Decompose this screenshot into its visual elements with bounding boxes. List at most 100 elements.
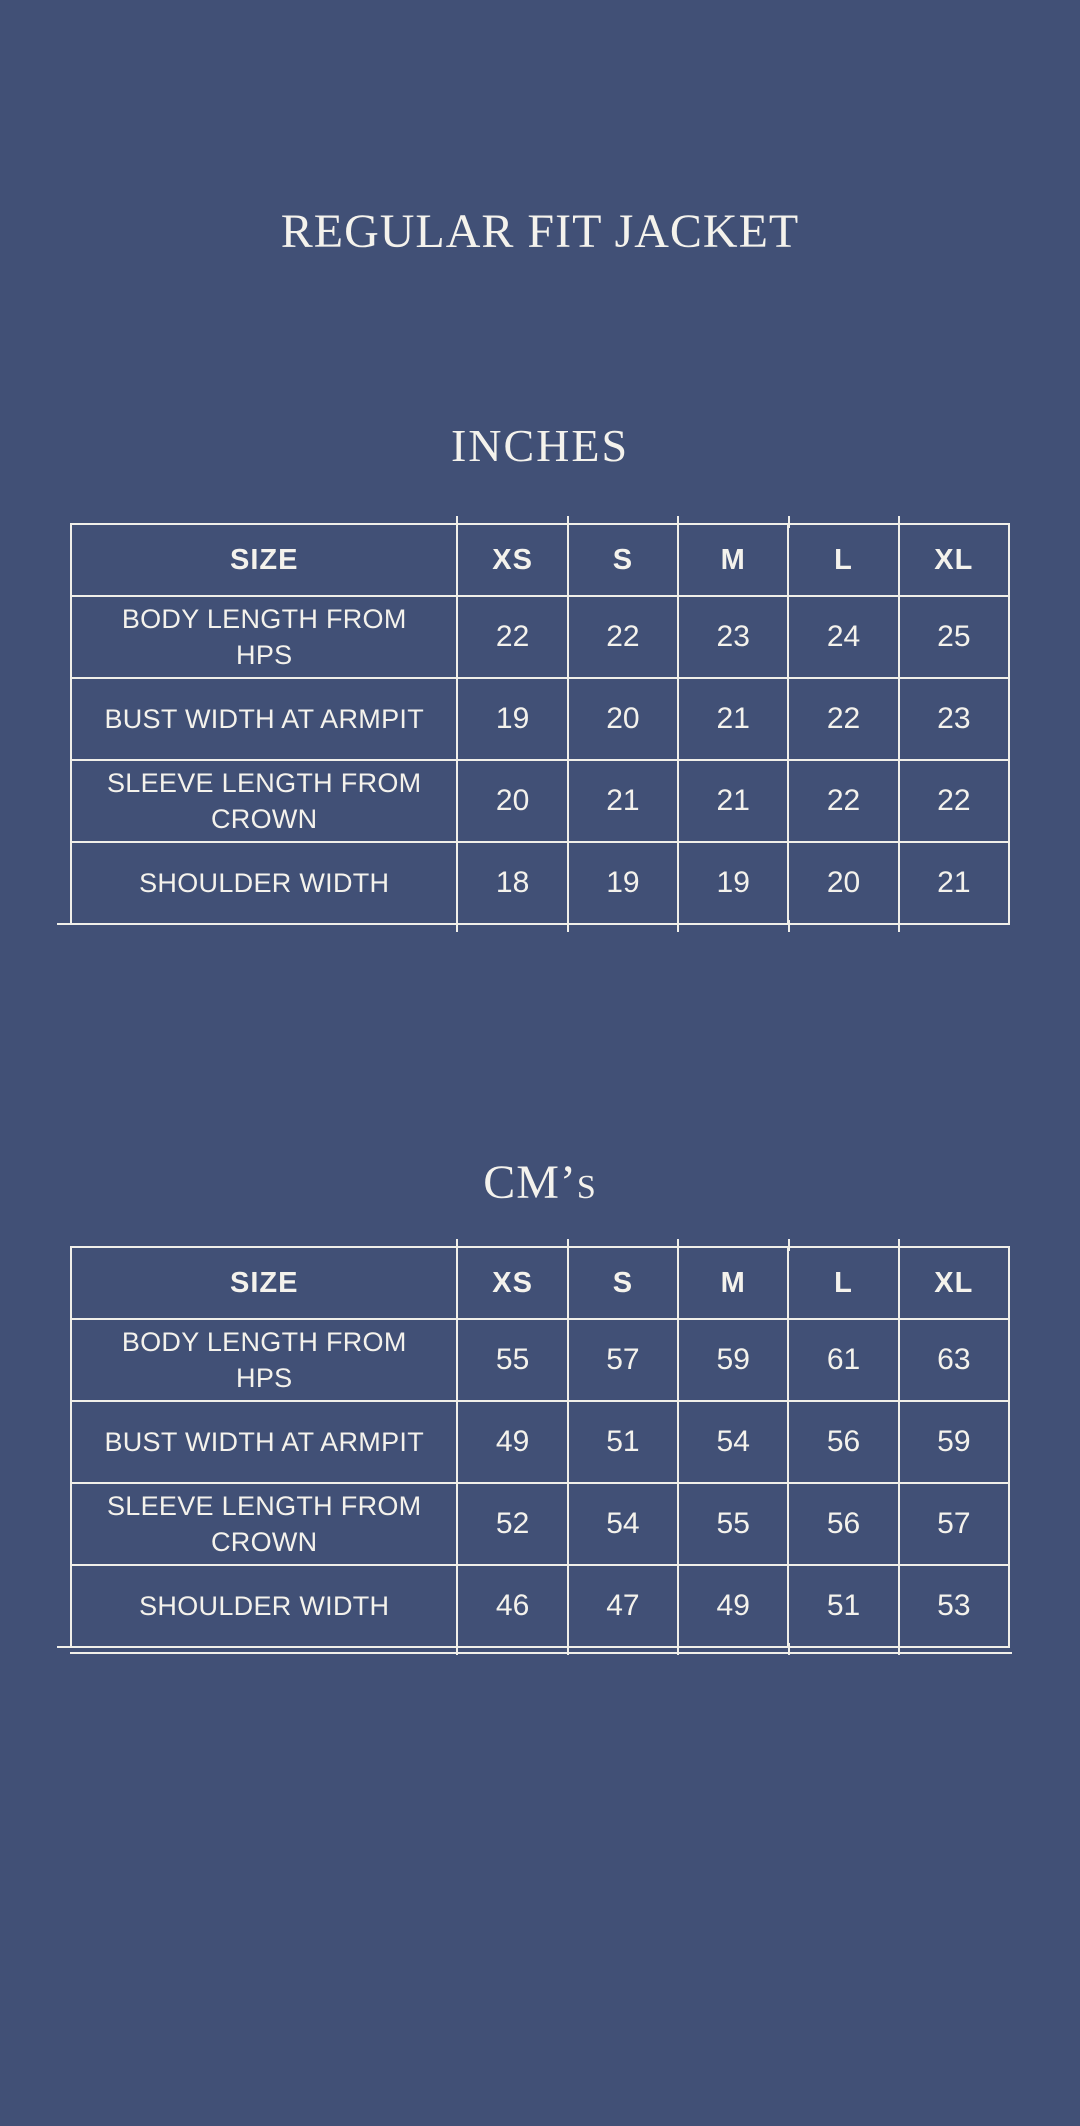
- value-cell: 52: [456, 1482, 569, 1567]
- value-cell: 19: [677, 841, 790, 926]
- column-header-xl: XL: [897, 523, 1011, 598]
- value-cell: 22: [787, 759, 900, 844]
- column-header-xs: XS: [456, 1246, 569, 1321]
- value-cell: 22: [897, 759, 1011, 844]
- column-line-tick: [566, 1643, 569, 1656]
- column-line-tick: [787, 1239, 790, 1252]
- value-cell: 61: [787, 1318, 900, 1403]
- value-cell: 19: [456, 677, 569, 762]
- value-cell: 47: [566, 1564, 680, 1649]
- column-header-m: M: [677, 1246, 790, 1321]
- column-line-tick: [677, 516, 680, 529]
- size-chart-page: { "page": { "title": "REGULAR FIT JACKET…: [0, 205, 1080, 2126]
- column-line-tick: [787, 1643, 790, 1656]
- value-cell: 59: [897, 1400, 1011, 1485]
- inches-table: SIZE XS S M L XL BODY LENGTH FROM HPS 22…: [69, 523, 1011, 926]
- table-row-sleeve-length: SLEEVE LENGTH FROM CROWN 52 54 55 56 57: [69, 1482, 1011, 1567]
- value-cell: 22: [787, 677, 900, 762]
- table-row-body-length: BODY LENGTH FROM HPS 55 57 59 61 63: [69, 1318, 1011, 1403]
- value-cell: 46: [456, 1564, 569, 1649]
- column-header-m: M: [677, 523, 790, 598]
- value-cell: 20: [456, 759, 569, 844]
- column-header-s: S: [566, 1246, 680, 1321]
- value-cell: 24: [787, 595, 900, 680]
- value-cell: 57: [897, 1482, 1011, 1567]
- value-cell: 23: [897, 677, 1011, 762]
- value-cell: 20: [566, 677, 680, 762]
- table-row-sleeve-length: SLEEVE LENGTH FROM CROWN 20 21 21 22 22: [69, 759, 1011, 844]
- inches-heading: INCHES: [450, 419, 630, 471]
- column-line-tick: [677, 1239, 680, 1252]
- value-cell: 57: [566, 1318, 680, 1403]
- value-cell: 49: [677, 1564, 790, 1649]
- row-label: SLEEVE LENGTH FROM CROWN: [69, 759, 459, 844]
- row-label: BUST WIDTH AT ARMPIT: [69, 1400, 459, 1485]
- value-cell: 54: [566, 1482, 680, 1567]
- value-cell: 63: [897, 1318, 1011, 1403]
- value-cell: 23: [677, 595, 790, 680]
- value-cell: 54: [677, 1400, 790, 1485]
- value-cell: 49: [456, 1400, 569, 1485]
- column-line-tick: [898, 1643, 901, 1656]
- border-line-extension: [57, 1646, 73, 1649]
- value-cell: 22: [456, 595, 569, 680]
- column-line-tick: [456, 920, 459, 933]
- row-label: BODY LENGTH FROM HPS: [69, 1318, 459, 1403]
- value-cell: 22: [566, 595, 680, 680]
- row-label: BUST WIDTH AT ARMPIT: [69, 677, 459, 762]
- value-cell: 20: [787, 841, 900, 926]
- row-label: SLEEVE LENGTH FROM CROWN: [69, 1482, 459, 1567]
- column-line-tick: [566, 516, 569, 529]
- table-row-bust-width: BUST WIDTH AT ARMPIT 19 20 21 22 23: [69, 677, 1011, 762]
- column-line-tick: [456, 1239, 459, 1252]
- column-header-xs: XS: [456, 523, 569, 598]
- cm-size-table: SIZE XS S M L XL BODY LENGTH FROM HPS 55…: [57, 1239, 1012, 1656]
- value-cell: 56: [787, 1482, 900, 1567]
- column-header-l: L: [787, 1246, 900, 1321]
- column-header-size: SIZE: [69, 523, 459, 598]
- table-row-shoulder-width: SHOULDER WIDTH 18 19 19 20 21: [69, 841, 1011, 926]
- page-title: REGULAR FIT JACKET: [280, 205, 800, 258]
- table-row-body-length: BODY LENGTH FROM HPS 22 22 23 24 25: [69, 595, 1011, 680]
- value-cell: 21: [677, 759, 790, 844]
- bottom-border-second-line: [70, 1652, 1012, 1655]
- row-label: SHOULDER WIDTH: [69, 841, 459, 926]
- table-header-row: SIZE XS S M L XL: [69, 523, 1011, 598]
- cm-table: SIZE XS S M L XL BODY LENGTH FROM HPS 55…: [69, 1246, 1011, 1649]
- row-label: BODY LENGTH FROM HPS: [69, 595, 459, 680]
- column-line-tick: [566, 920, 569, 933]
- value-cell: 18: [456, 841, 569, 926]
- column-line-tick: [787, 516, 790, 529]
- value-cell: 51: [566, 1400, 680, 1485]
- row-label: SHOULDER WIDTH: [69, 1564, 459, 1649]
- value-cell: 25: [897, 595, 1011, 680]
- column-line-tick: [898, 920, 901, 933]
- table-header-row: SIZE XS S M L XL: [69, 1246, 1011, 1321]
- column-line-tick: [898, 516, 901, 529]
- table-row-shoulder-width: SHOULDER WIDTH 46 47 49 51 53: [69, 1564, 1011, 1649]
- column-line-tick: [787, 920, 790, 933]
- value-cell: 19: [566, 841, 680, 926]
- column-line-tick: [677, 1643, 680, 1656]
- column-line-tick: [898, 1239, 901, 1252]
- column-header-s: S: [566, 523, 680, 598]
- value-cell: 55: [677, 1482, 790, 1567]
- table-row-bust-width: BUST WIDTH AT ARMPIT 49 51 54 56 59: [69, 1400, 1011, 1485]
- border-line-extension: [57, 923, 73, 926]
- value-cell: 55: [456, 1318, 569, 1403]
- column-line-tick: [566, 1239, 569, 1252]
- column-header-l: L: [787, 523, 900, 598]
- value-cell: 53: [897, 1564, 1011, 1649]
- value-cell: 59: [677, 1318, 790, 1403]
- value-cell: 21: [566, 759, 680, 844]
- column-line-tick: [677, 920, 680, 933]
- column-header-xl: XL: [897, 1246, 1011, 1321]
- value-cell: 21: [677, 677, 790, 762]
- value-cell: 56: [787, 1400, 900, 1485]
- inches-size-table: SIZE XS S M L XL BODY LENGTH FROM HPS 22…: [57, 516, 1011, 933]
- column-line-tick: [456, 1643, 459, 1656]
- value-cell: 51: [787, 1564, 900, 1649]
- column-line-tick: [456, 516, 459, 529]
- cms-heading: CM’s: [483, 1156, 597, 1210]
- value-cell: 21: [897, 841, 1011, 926]
